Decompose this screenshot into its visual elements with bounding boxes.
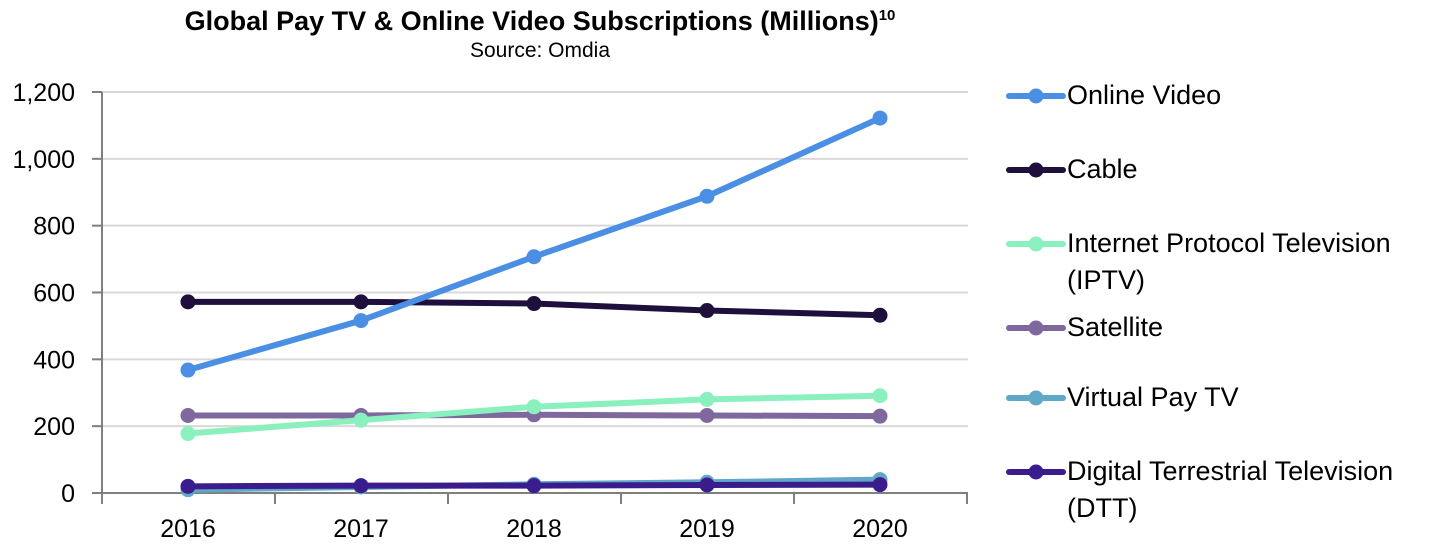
legend-marker [1028,390,1044,406]
y-tick-label: 600 [33,280,75,308]
y-tick-labels: 0 200 400 600 800 1,000 1,200 [12,79,75,508]
legend-label-line: Digital Terrestrial Television [1067,456,1394,486]
data-point [872,110,888,126]
y-tick-label: 1,000 [12,146,75,174]
y-tick-label: 200 [33,413,75,441]
x-tick-label: 2020 [852,515,908,543]
series-internet-protocol-television-iptv [180,388,888,442]
data-point [699,391,715,407]
x-tick-label: 2017 [333,515,389,543]
data-point [872,408,888,424]
legend-label: Digital Terrestrial Television (DTT) [1067,450,1393,527]
legend-marker [1028,464,1044,480]
legend-item: Digital Terrestrial Television (DTT) [1005,450,1445,527]
chart-title-text: Global Pay TV & Online Video Subscriptio… [184,6,879,36]
chart-subtitle: Source: Omdia [469,39,611,62]
x-tick-label: 2016 [160,515,216,543]
data-point [353,313,369,329]
data-point [526,249,542,265]
legend: Online Video Cable Internet Protocol Telev… [1005,74,1445,534]
data-point [872,477,888,493]
legend-label-line: Online Video [1067,80,1222,110]
data-point [180,294,196,310]
legend-label: Online Video [1067,74,1221,114]
series-line [185,115,883,374]
legend-label-line: Internet Protocol Television [1067,228,1391,258]
legend-label-line: Satellite [1067,312,1164,342]
x-tick-labels: 2016 2017 2018 2019 2020 [160,515,908,543]
legend-item: Internet Protocol Television (IPTV) [1005,222,1445,299]
line-chart: 0 200 400 600 800 1,000 1,200 2016 2017 2018 2019… [12,79,968,543]
legend-label-line: (IPTV) [1067,265,1145,295]
x-tick-label: 2019 [679,515,735,543]
series-digital-terrestrial-television-dtt [180,477,888,494]
y-tick-label: 1,200 [12,79,75,107]
legend-item: Virtual Pay TV [1005,376,1445,420]
x-tick-label: 2018 [506,515,562,543]
data-point [180,478,196,494]
data-point [872,388,888,404]
series-lines [180,110,888,498]
y-tick-label: 0 [61,480,75,508]
data-point [526,399,542,415]
legend-swatch [1005,74,1067,118]
legend-label: Internet Protocol Television (IPTV) [1067,222,1391,299]
data-point [699,188,715,204]
data-point [353,478,369,494]
chart-title-superscript: 10 [878,7,896,24]
data-point [180,426,196,442]
y-tick-label: 800 [33,213,75,241]
data-point [526,296,542,312]
series-cable [180,294,888,323]
legend-swatch [1005,222,1067,266]
data-point [526,478,542,494]
legend-label: Satellite [1067,306,1163,346]
legend-label-line: Virtual Pay TV [1067,382,1239,412]
data-point [180,362,196,378]
legend-swatch [1005,376,1067,420]
legend-label-line: (DTT) [1067,493,1138,523]
data-point [353,294,369,310]
series-online-video [180,110,888,378]
data-point [872,307,888,323]
legend-marker [1028,88,1044,104]
data-point [353,412,369,428]
legend-marker [1028,236,1044,252]
data-point [699,477,715,493]
legend-swatch [1005,148,1067,192]
data-point [699,303,715,319]
data-point [180,407,196,423]
y-tick-label: 400 [33,346,75,374]
legend-swatch [1005,306,1067,350]
title-block: Global Pay TV & Online Video Subscriptio… [0,4,1080,64]
legend-swatch [1005,450,1067,494]
chart-title: Global Pay TV & Online Video Subscriptio… [0,4,1080,38]
legend-label-line: Cable [1067,154,1138,184]
legend-marker [1028,162,1044,178]
legend-item: Online Video [1005,74,1445,118]
legend-label: Cable [1067,148,1138,188]
data-point [699,407,715,423]
legend-label: Virtual Pay TV [1067,376,1239,416]
legend-item: Satellite [1005,306,1445,350]
legend-marker [1028,320,1044,336]
legend-item: Cable [1005,148,1445,192]
